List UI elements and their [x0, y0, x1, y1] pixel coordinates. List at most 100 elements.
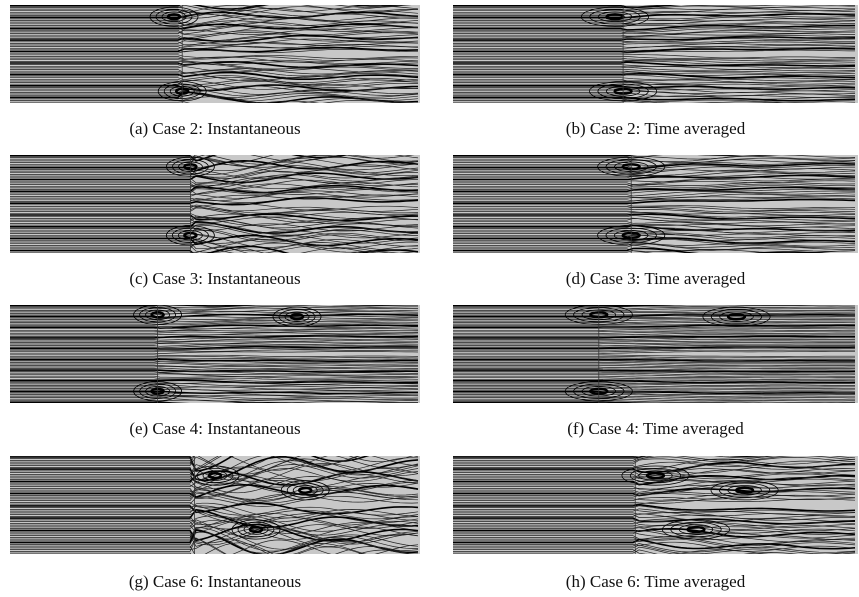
- vortex-core: [686, 525, 706, 534]
- streamline: [453, 72, 856, 79]
- streamline: [453, 329, 855, 333]
- streamline: [453, 11, 855, 16]
- vortex-core: [702, 306, 771, 327]
- streamline: [10, 84, 419, 92]
- streamline: [453, 83, 856, 89]
- streamline: [10, 20, 419, 28]
- streamline: [453, 546, 799, 554]
- streamline: [453, 240, 856, 247]
- streamline: [453, 312, 855, 316]
- streamline: [10, 155, 419, 165]
- vortex-core: [597, 11, 633, 22]
- streamline: [453, 375, 855, 379]
- streamline: [10, 84, 419, 95]
- streamline: [453, 305, 820, 307]
- streamline: [10, 182, 419, 190]
- streamline-plot: [10, 5, 420, 103]
- vortex-core: [710, 309, 763, 325]
- vortex-core: [718, 482, 771, 498]
- streamline: [10, 30, 419, 39]
- streamline: [10, 72, 419, 81]
- streamline: [10, 490, 419, 503]
- streamline: [10, 495, 419, 507]
- streamline: [453, 319, 855, 322]
- streamline: [453, 306, 856, 310]
- streamline: [10, 245, 419, 253]
- streamline: [453, 480, 856, 490]
- streamline: [453, 492, 856, 501]
- streamline: [453, 198, 856, 204]
- vortex-core: [292, 485, 318, 496]
- streamline: [453, 171, 856, 177]
- vortex-core: [297, 486, 313, 494]
- streamline: [453, 368, 856, 371]
- streamline: [453, 91, 856, 97]
- streamline: [10, 345, 419, 350]
- streamline: [10, 377, 419, 381]
- streamline: [10, 167, 419, 179]
- streamline: [10, 456, 414, 470]
- streamline: [10, 373, 419, 377]
- streamline: [10, 197, 419, 206]
- streamline: [453, 78, 855, 83]
- streamline: [453, 379, 856, 384]
- streamline: [453, 355, 856, 359]
- streamline: [453, 323, 856, 327]
- streamline: [10, 492, 419, 504]
- streamline: [453, 234, 856, 242]
- streamline: [10, 94, 408, 103]
- streamline: [10, 313, 419, 319]
- vortex-core: [207, 471, 223, 480]
- caption-h: (h) Case 6: Time averaged: [565, 572, 746, 591]
- vortex-core: [166, 13, 182, 21]
- streamline: [453, 24, 855, 31]
- streamline: [10, 56, 419, 63]
- streamline: [10, 392, 419, 396]
- streamline: [10, 5, 405, 10]
- streamline: [453, 47, 856, 54]
- streamline: [453, 529, 856, 541]
- streamline: [10, 330, 419, 334]
- streamline: [453, 465, 856, 474]
- streamline: [10, 365, 419, 370]
- streamline: [10, 28, 419, 35]
- streamline: [10, 61, 418, 70]
- streamline: [10, 511, 419, 524]
- streamline: [453, 346, 856, 350]
- streamline: [10, 394, 419, 398]
- streamline: [10, 165, 419, 178]
- streamline: [10, 365, 418, 368]
- streamline: [453, 13, 856, 19]
- streamline: [10, 79, 419, 90]
- vortex-core: [280, 480, 330, 501]
- streamline: [453, 193, 856, 199]
- streamline: [10, 381, 419, 385]
- streamline: [10, 207, 419, 218]
- streamline: [453, 538, 856, 549]
- streamline: [453, 549, 856, 554]
- streamline: [453, 5, 856, 9]
- streamline: [10, 46, 419, 53]
- streamline: [10, 204, 419, 214]
- streamline: [453, 528, 856, 538]
- streamline: [453, 29, 856, 35]
- streamline: [453, 456, 856, 463]
- streamline: [10, 371, 418, 375]
- streamline: [453, 514, 855, 521]
- streamline: [453, 460, 856, 468]
- vortex-core: [190, 465, 240, 486]
- streamline: [10, 21, 419, 32]
- streamline: [10, 71, 419, 80]
- streamline: [10, 76, 419, 85]
- streamline: [453, 332, 856, 336]
- vortex-core: [645, 471, 666, 480]
- streamline: [453, 384, 855, 388]
- streamline: [453, 183, 856, 189]
- streamline: [453, 192, 856, 198]
- streamline: [10, 172, 419, 184]
- streamline: [453, 65, 856, 70]
- streamline: [10, 14, 419, 26]
- streamline: [10, 91, 419, 103]
- streamline: [10, 509, 419, 520]
- streamline: [10, 327, 419, 332]
